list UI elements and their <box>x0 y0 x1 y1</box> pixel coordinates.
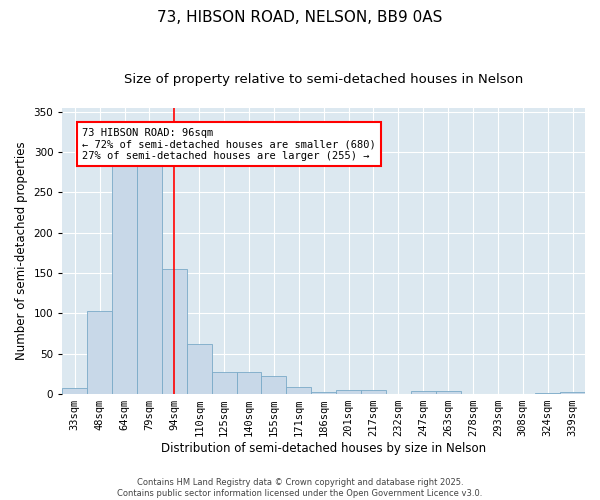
Text: 73, HIBSON ROAD, NELSON, BB9 0AS: 73, HIBSON ROAD, NELSON, BB9 0AS <box>157 10 443 25</box>
Bar <box>112 164 137 394</box>
Bar <box>162 269 187 394</box>
Bar <box>560 392 585 394</box>
Y-axis label: Number of semi-detached properties: Number of semi-detached properties <box>15 142 28 360</box>
Bar <box>311 392 336 394</box>
Bar <box>236 372 262 394</box>
Bar <box>336 390 361 394</box>
Bar <box>411 391 436 394</box>
Bar <box>187 344 212 394</box>
Bar <box>137 166 162 394</box>
Text: Contains HM Land Registry data © Crown copyright and database right 2025.
Contai: Contains HM Land Registry data © Crown c… <box>118 478 482 498</box>
Bar <box>62 388 87 394</box>
Text: 73 HIBSON ROAD: 96sqm
← 72% of semi-detached houses are smaller (680)
27% of sem: 73 HIBSON ROAD: 96sqm ← 72% of semi-deta… <box>82 128 376 161</box>
X-axis label: Distribution of semi-detached houses by size in Nelson: Distribution of semi-detached houses by … <box>161 442 486 455</box>
Bar <box>212 372 236 394</box>
Bar <box>361 390 386 394</box>
Bar <box>286 387 311 394</box>
Bar <box>262 376 286 394</box>
Bar <box>87 311 112 394</box>
Title: Size of property relative to semi-detached houses in Nelson: Size of property relative to semi-detach… <box>124 72 523 86</box>
Bar <box>436 391 461 394</box>
